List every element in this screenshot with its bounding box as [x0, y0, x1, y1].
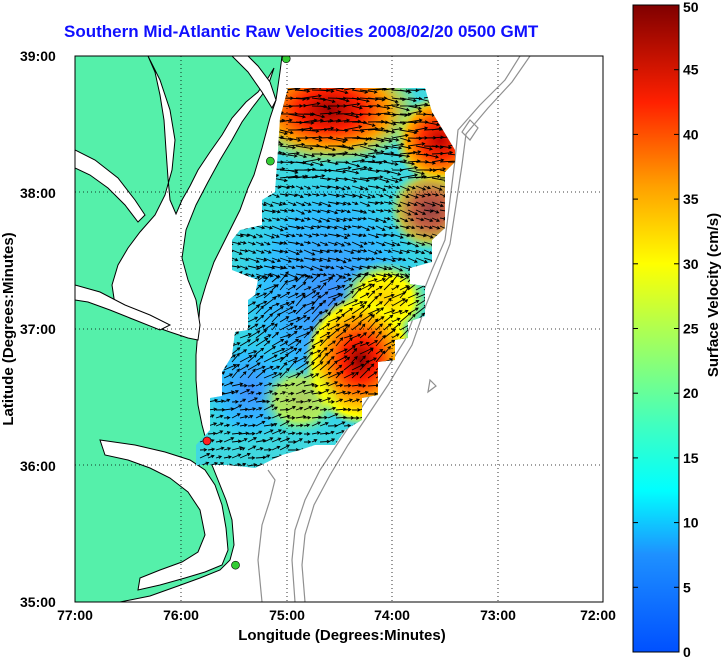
grid-lines [75, 56, 603, 602]
colorbar-tick-label: 25 [683, 321, 699, 337]
james-river [75, 284, 172, 331]
colorbar-label: Surface Velocity (cm/s) [705, 213, 722, 377]
radar-station-marker [281, 56, 291, 64]
colorbar-tick-label: 10 [683, 515, 699, 531]
x-tick-label: 72:00 [580, 607, 616, 623]
y-tick-label: 39:00 [20, 48, 56, 64]
y-tick-label: 38:00 [20, 185, 56, 201]
pamlico-sound [99, 439, 229, 591]
map-title: Southern Mid-Atlantic Raw Velocities 200… [64, 22, 539, 41]
x-tick-label: 77:00 [57, 607, 93, 623]
colorbar-tick-label: 35 [683, 191, 699, 207]
radar-station-marker [266, 156, 275, 166]
colorbar-tick-label: 50 [683, 0, 699, 15]
x-tick-label: 76:00 [163, 607, 199, 623]
colorbar-tick-label: 45 [683, 62, 699, 78]
y-tick-label: 37:00 [20, 321, 56, 337]
y-axis-label: Latitude (Degrees:Minutes) [0, 232, 17, 425]
x-tick-label: 74:00 [374, 607, 410, 623]
delaware-bay [231, 56, 277, 110]
x-tick-label: 75:00 [269, 607, 305, 623]
y-tick-label: 35:00 [20, 594, 56, 610]
radar-station-marker [231, 560, 240, 570]
x-tick-label: 73:00 [480, 607, 516, 623]
colorbar-tick-label: 40 [683, 126, 699, 142]
y-tick-label: 36:00 [20, 458, 56, 474]
radar-station-marker [202, 436, 212, 446]
x-axis-label: Longitude (Degrees:Minutes) [238, 627, 446, 644]
colorbar-tick-label: 5 [683, 579, 691, 595]
colorbar-tick-label: 15 [683, 450, 699, 466]
colorbar-tick-label: 20 [683, 385, 699, 401]
colorbar-tick-label: 30 [683, 256, 699, 272]
potomac-river [75, 149, 146, 223]
colorbar-tick-label: 0 [683, 644, 691, 659]
chesapeake-bay [111, 56, 275, 341]
colorbar [632, 4, 680, 653]
